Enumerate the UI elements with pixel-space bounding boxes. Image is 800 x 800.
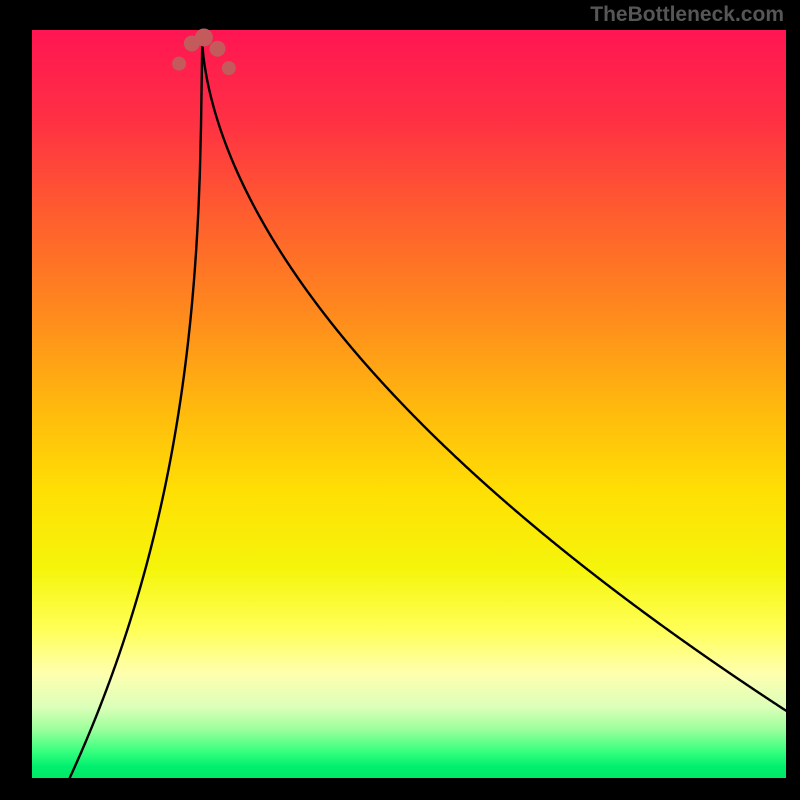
plot-background (32, 30, 786, 778)
curve-marker (222, 61, 236, 75)
bottleneck-curve-plot (0, 0, 800, 800)
curve-marker (209, 41, 225, 57)
curve-marker (172, 57, 186, 71)
chart-container: TheBottleneck.com (0, 0, 800, 800)
curve-marker (195, 28, 213, 46)
